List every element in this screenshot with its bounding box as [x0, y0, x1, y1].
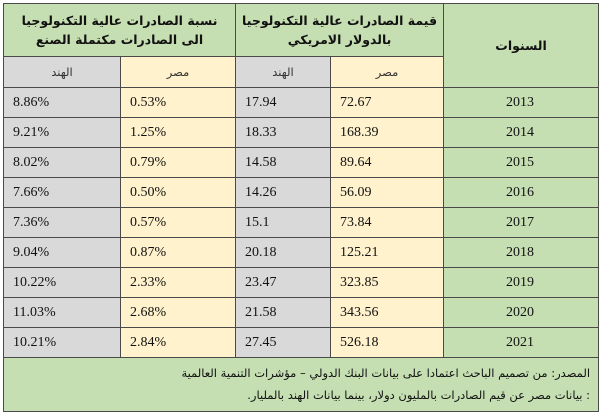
table-row: 7.36% 0.57% 15.1 73.84 2017: [3, 207, 600, 238]
value-egypt-cell: 343.56: [330, 297, 445, 328]
value-egypt-cell: 168.39: [330, 117, 445, 148]
value-egypt-cell: 323.85: [330, 267, 445, 298]
value-egypt-cell: 72.67: [330, 87, 445, 118]
ratio-egypt-cell: 0.50%: [119, 177, 237, 208]
year-cell: 2013: [443, 87, 600, 118]
ratio-egypt-cell: 0.53%: [119, 87, 237, 118]
ratio-india-cell: 10.21%: [3, 327, 121, 358]
value-india-subheader: الهند: [235, 56, 332, 88]
value-egypt-cell: 56.09: [330, 177, 445, 208]
footer-row: المصدر: من تصميم الباحث اعتمادا على بيان…: [2, 357, 600, 412]
table-row: 8.02% 0.79% 14.58 89.64 2015: [3, 147, 600, 178]
table-row: 9.04% 0.87% 20.18 125.21 2018: [3, 237, 600, 268]
value-india-cell: 14.58: [235, 147, 332, 178]
table-row: 11.03% 2.68% 21.58 343.56 2020: [3, 297, 600, 328]
exports-table-body: نسبة الصادرات عالية التكنولوجيا الى الصا…: [2, 3, 600, 412]
table-row: 8.86% 0.53% 17.94 72.67 2013: [3, 87, 600, 118]
ratio-india-cell: 10.22%: [3, 267, 121, 298]
ratio-egypt-cell: 2.84%: [119, 327, 237, 358]
year-cell: 2016: [443, 177, 600, 208]
table-container: نسبة الصادرات عالية التكنولوجيا الى الصا…: [2, 3, 600, 412]
value-header-text: قيمة الصادرات عالية التكنولوجيا بالدولار…: [242, 13, 438, 47]
value-india-cell: 14.26: [235, 177, 332, 208]
ratio-header-text: نسبة الصادرات عالية التكنولوجيا الى الصا…: [21, 13, 218, 47]
ratio-egypt-cell: 1.25%: [119, 117, 237, 148]
year-cell: 2017: [443, 207, 600, 238]
year-cell: 2014: [443, 117, 600, 148]
value-egypt-subheader: مصر: [330, 56, 445, 88]
table-row: 7.66% 0.50% 14.26 56.09 2016: [3, 177, 600, 208]
source-note: المصدر: من تصميم الباحث اعتمادا على بيان…: [2, 357, 600, 412]
units-note-text: : بيانات مصر عن قيم الصادرات بالمليون دو…: [247, 388, 591, 402]
value-egypt-cell: 526.18: [330, 327, 445, 358]
ratio-india-cell: 8.02%: [3, 147, 121, 178]
value-india-cell: 21.58: [235, 297, 332, 328]
ratio-india-cell: 9.04%: [3, 237, 121, 268]
year-cell: 2018: [443, 237, 600, 268]
subheader-row: الهند مصر الهند مصر: [3, 56, 599, 88]
years-header-text: السنوات: [495, 38, 547, 53]
years-header: السنوات: [443, 3, 600, 88]
ratio-egypt-cell: 0.87%: [119, 237, 237, 268]
value-header: قيمة الصادرات عالية التكنولوجيا بالدولار…: [235, 3, 445, 57]
ratio-egypt-cell: 2.68%: [119, 297, 237, 328]
ratio-india-cell: 8.86%: [3, 87, 121, 118]
year-cell: 2019: [443, 267, 600, 298]
value-india-cell: 18.33: [235, 117, 332, 148]
ratio-header: نسبة الصادرات عالية التكنولوجيا الى الصا…: [2, 3, 237, 57]
ratio-egypt-subheader: مصر: [119, 56, 237, 88]
value-india-cell: 23.47: [235, 267, 332, 298]
value-egypt-cell: 89.64: [330, 147, 445, 178]
year-cell: 2015: [443, 147, 600, 178]
exports-table: نسبة الصادرات عالية التكنولوجيا الى الصا…: [2, 3, 600, 412]
ratio-egypt-cell: 0.79%: [119, 147, 237, 178]
ratio-india-cell: 9.21%: [3, 117, 121, 148]
ratio-india-cell: 7.66%: [3, 177, 121, 208]
value-india-cell: 20.18: [235, 237, 332, 268]
table-row: 10.21% 2.84% 27.45 526.18 2021: [3, 327, 600, 358]
year-cell: 2020: [443, 297, 600, 328]
table-row: 9.21% 1.25% 18.33 168.39 2014: [3, 117, 600, 148]
source-text: المصدر: من تصميم الباحث اعتمادا على بيان…: [181, 366, 591, 380]
value-india-cell: 27.45: [235, 327, 332, 358]
ratio-india-cell: 7.36%: [3, 207, 121, 238]
value-egypt-cell: 73.84: [330, 207, 445, 238]
value-india-cell: 15.1: [235, 207, 332, 238]
table-row: 10.22% 2.33% 23.47 323.85 2019: [3, 267, 600, 298]
ratio-egypt-cell: 2.33%: [119, 267, 237, 298]
header-row: نسبة الصادرات عالية التكنولوجيا الى الصا…: [2, 3, 600, 88]
value-india-cell: 17.94: [235, 87, 332, 118]
ratio-india-subheader: الهند: [3, 56, 121, 88]
year-cell: 2021: [443, 327, 600, 358]
ratio-india-cell: 11.03%: [3, 297, 121, 328]
ratio-egypt-cell: 0.57%: [119, 207, 237, 238]
value-egypt-cell: 125.21: [330, 237, 445, 268]
